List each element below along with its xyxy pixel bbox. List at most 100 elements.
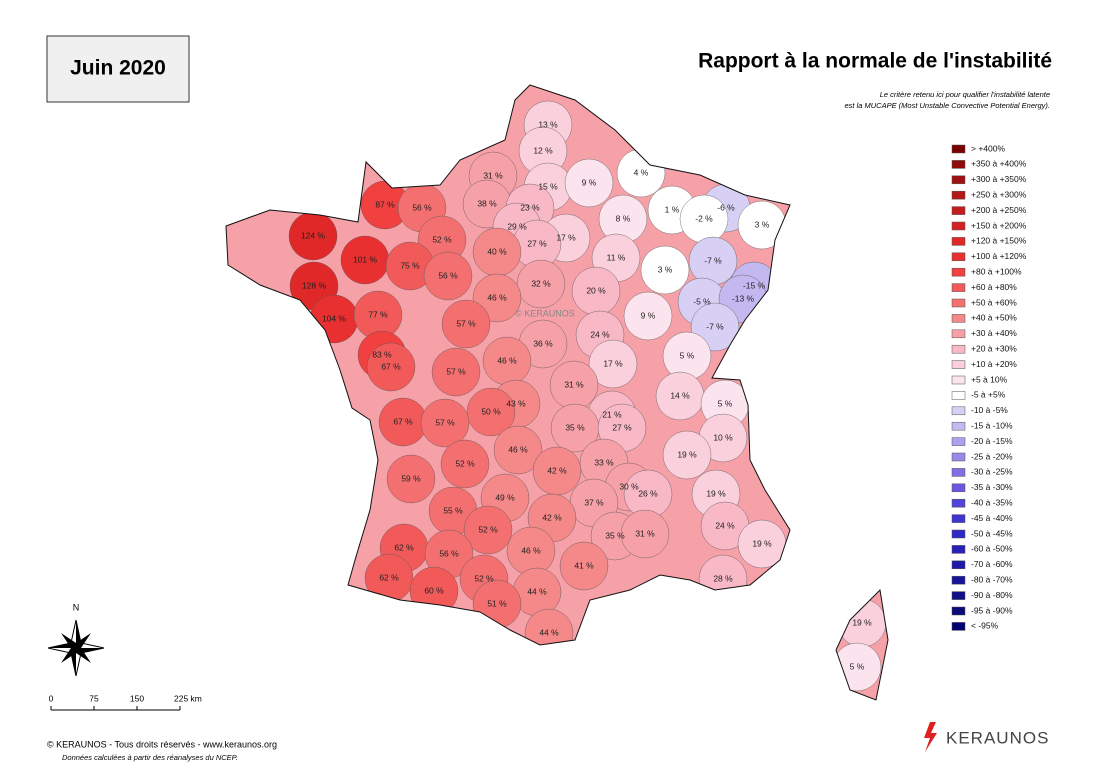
legend-label: -45 à -40% [971, 513, 1013, 523]
legend-label: -60 à -50% [971, 544, 1013, 554]
department-label: 46 % [508, 444, 528, 454]
legend-swatch [951, 514, 966, 523]
department-label: 77 % [368, 309, 388, 319]
department-label: 32 % [531, 278, 551, 288]
department-label: 55 % [443, 505, 463, 515]
legend-label: -80 à -70% [971, 574, 1013, 584]
department-label: 3 % [658, 264, 673, 274]
compass-star-shade [48, 620, 104, 676]
department-label: 26 % [638, 488, 658, 498]
department-label: 27 % [527, 238, 547, 248]
department-area [588, 339, 638, 389]
department-label: 31 % [483, 170, 503, 180]
legend-swatch [951, 529, 966, 539]
department-label: 35 % [565, 422, 585, 432]
department-label: 4 % [634, 167, 649, 177]
scale-label: 75 [89, 693, 99, 703]
legend-swatch [951, 221, 966, 231]
legend-label: +350 à +400% [971, 159, 1027, 169]
department-label: 60 % [424, 585, 444, 595]
border [225, 84, 889, 701]
department-label: 31 % [564, 379, 584, 389]
legend-swatch [951, 375, 966, 385]
department-label: 44 % [539, 627, 559, 637]
department-area [564, 158, 614, 208]
compass [47, 619, 105, 677]
map-title: Rapport à la normale de l'instabilité [698, 50, 1052, 73]
department-label: -15 % [743, 280, 766, 290]
legend-label: -50 à -45% [971, 528, 1013, 538]
legend-swatch [951, 190, 966, 200]
legend-label: -40 à -35% [971, 497, 1013, 507]
legend-swatch [951, 452, 966, 462]
department-label: 23 % [520, 202, 540, 212]
department-label: 11 % [607, 252, 626, 262]
department-area [559, 541, 609, 591]
legend-swatch [951, 252, 966, 262]
department-area [493, 425, 543, 475]
legend-swatch [951, 622, 966, 631]
subtitle: est la MUCAPE (Most Unstable Convective … [845, 101, 1051, 110]
department-label: 36 % [533, 338, 553, 348]
legend-swatch [951, 560, 966, 570]
department-label: 52 % [432, 234, 452, 244]
department-label: 13 % [538, 119, 558, 129]
department-label: 56 % [438, 270, 458, 280]
department-label: 42 % [542, 512, 562, 522]
footer-copyright: © KERAUNOS - Tous droits réservés - www.… [47, 739, 277, 749]
legend-swatch [951, 483, 966, 493]
legend-swatch [951, 421, 966, 431]
department-label: 30 % [619, 481, 639, 491]
legend-swatch [951, 144, 966, 154]
department-label: 35 % [605, 530, 625, 540]
department-area [463, 505, 513, 555]
department-area [431, 347, 481, 397]
legend-label: +50 à +60% [971, 297, 1017, 307]
legend-label: < -95% [971, 621, 999, 631]
department-label: 46 % [497, 355, 517, 365]
legend-label: -15 à -10% [971, 420, 1013, 430]
subtitle: Le critère retenu ici pour qualifier l'i… [880, 90, 1050, 99]
department-area [441, 299, 491, 349]
legend-label: +30 à +40% [971, 328, 1017, 338]
department-label: -5 % [693, 296, 711, 306]
legend-swatch [951, 267, 966, 277]
legend-label: -25 à -20% [971, 451, 1013, 461]
department-label: 15 % [538, 181, 558, 191]
legend-label: +20 à +30% [971, 343, 1017, 353]
department-label: 28 % [713, 573, 733, 583]
department-label: 5 % [718, 398, 733, 408]
legend-label: +250 à +300% [971, 189, 1027, 199]
department-label: 52 % [478, 524, 498, 534]
department-label: 40 % [487, 246, 507, 256]
scale-label: 0 [49, 693, 54, 703]
legend-label: -35 à -30% [971, 482, 1013, 492]
department-label: 42 % [547, 465, 567, 475]
department-label: 67 % [381, 361, 401, 371]
department-label: 75 % [400, 260, 420, 270]
department-label: 59 % [401, 473, 421, 483]
logo: KERAUNOS [946, 728, 1049, 747]
department-area [466, 387, 516, 437]
department-area [423, 251, 473, 301]
department-label: 124 % [301, 230, 326, 240]
department-label: 21 % [602, 409, 622, 419]
department-label: -7 % [706, 321, 724, 331]
department-label: 24 % [590, 329, 610, 339]
legend-label: +5 à 10% [971, 374, 1008, 384]
scale-label: 225 km [174, 693, 202, 703]
legend-label: +120 à +150% [971, 236, 1027, 246]
department-label: 43 % [506, 398, 526, 408]
departments [226, 85, 888, 700]
legend-swatch [951, 160, 966, 169]
department-label: 51 % [487, 598, 507, 608]
department-label: 19 % [677, 449, 697, 459]
legend-swatch [951, 360, 966, 369]
department-label: 49 % [495, 492, 515, 502]
department-label: 8 % [616, 213, 631, 223]
department-label: 9 % [582, 177, 597, 187]
legend-swatch [951, 344, 966, 354]
legend-label: -10 à -5% [971, 405, 1008, 415]
legend-label: -5 à +5% [971, 390, 1006, 400]
